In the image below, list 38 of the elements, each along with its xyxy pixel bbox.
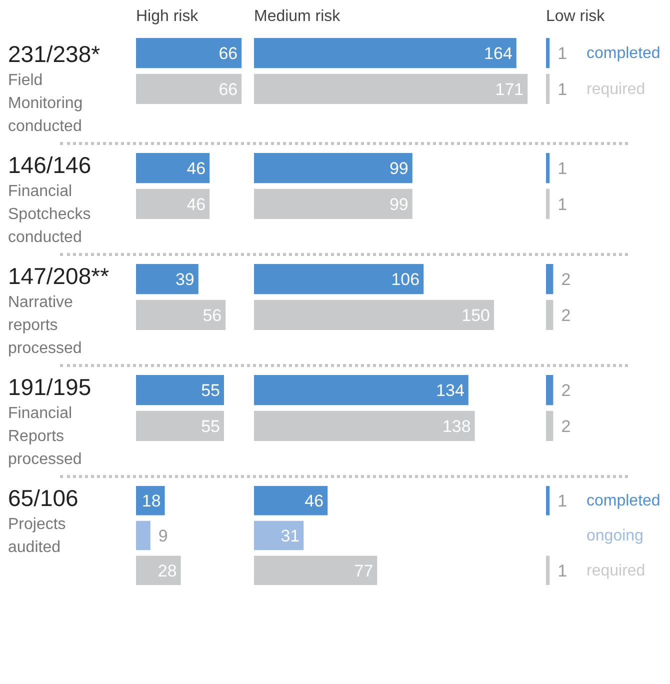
chart-title: Medium risk	[254, 8, 342, 25]
text: 191/195	[8, 374, 92, 400]
y-tick-label: completed	[586, 492, 660, 510]
data-label: 2	[561, 416, 571, 436]
text: Field Monitoring conducted	[8, 72, 83, 135]
chart-title: High risk	[136, 8, 200, 25]
y-tick-label: ongoing	[586, 528, 644, 544]
text: Narrative reports processed	[8, 294, 82, 357]
data-label: 46	[186, 159, 206, 178]
data-label: 134	[436, 381, 464, 400]
data-label: 1	[558, 44, 568, 64]
text: 146/146	[8, 152, 92, 178]
data-label: 99	[389, 159, 408, 178]
data-label: 2	[561, 381, 571, 400]
data-label: 2	[561, 270, 571, 290]
data-label: 46	[304, 492, 324, 511]
text: 147/208**	[8, 263, 110, 289]
data-label: 18	[142, 492, 161, 511]
text: 231/238*	[8, 41, 100, 67]
chart-title: Low risk	[546, 8, 606, 25]
data-label: 1	[558, 492, 568, 511]
text: Projects audited	[8, 516, 66, 556]
data-label: 66	[218, 44, 238, 64]
text: Financial Spotchecks conducted	[8, 183, 91, 246]
text: Financial Reports processed	[8, 405, 82, 468]
data-label: 1	[558, 159, 568, 178]
data-label: 164	[484, 44, 512, 64]
data-label: 106	[391, 270, 420, 290]
text: 65/106	[8, 485, 78, 511]
data-label: 1	[558, 194, 568, 214]
data-label: 31	[280, 526, 300, 546]
y-tick-label: completed	[586, 45, 660, 62]
data-label: 2	[561, 306, 571, 325]
data-label: 1	[558, 80, 568, 99]
data-label: 55	[201, 381, 220, 400]
data-label: 1	[558, 561, 568, 580]
data-label: 39	[175, 270, 194, 290]
data-label: 9	[158, 526, 168, 546]
